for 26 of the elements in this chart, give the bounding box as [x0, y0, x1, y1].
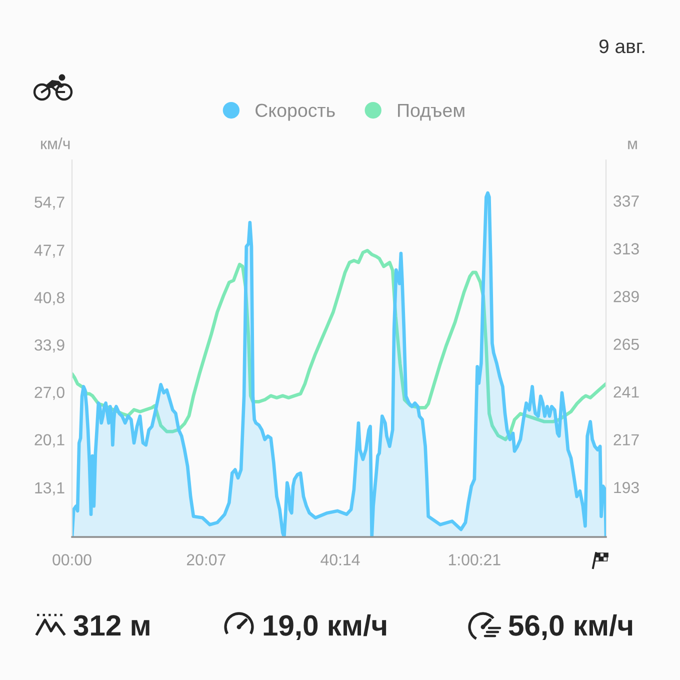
y-tick-label: 33,9	[34, 339, 64, 353]
y-tick-label: 54,7	[34, 196, 64, 210]
y-tick-label: 20,1	[34, 434, 64, 448]
y-tick-label: 40,8	[34, 292, 64, 306]
y-axis-title: км/ч	[41, 138, 70, 150]
legend-label: Подъем	[398, 104, 464, 121]
y2-axis-title: м	[628, 140, 637, 150]
y2-tick-label: 193	[614, 482, 639, 494]
y2-tick-label: 313	[614, 243, 639, 254]
y-tick-label: 47,7	[34, 244, 64, 258]
text: 312 м	[74, 615, 150, 636]
y2-tick-label: 217	[614, 434, 639, 446]
y2-tick-label: 241	[614, 386, 639, 398]
x-tick-label: 1:00:21	[448, 554, 500, 566]
y2-tick-label: 337	[614, 195, 639, 207]
y-tick-label: 13,1	[35, 482, 64, 496]
chart-subtitle: 9 авг.	[599, 39, 644, 54]
x-tick-label: 00:00	[52, 554, 92, 566]
y2-tick-label: 289	[614, 290, 639, 302]
x-tick-label: 40:14	[320, 554, 360, 566]
x-tick-label: 20:07	[186, 554, 226, 566]
legend-label: Скорость	[256, 104, 335, 121]
y2-tick-label: 265	[614, 338, 639, 350]
text: 56,0 км/ч	[508, 614, 632, 640]
y-tick-label: 27,0	[34, 386, 64, 400]
text: 19,0 км/ч	[264, 614, 386, 640]
